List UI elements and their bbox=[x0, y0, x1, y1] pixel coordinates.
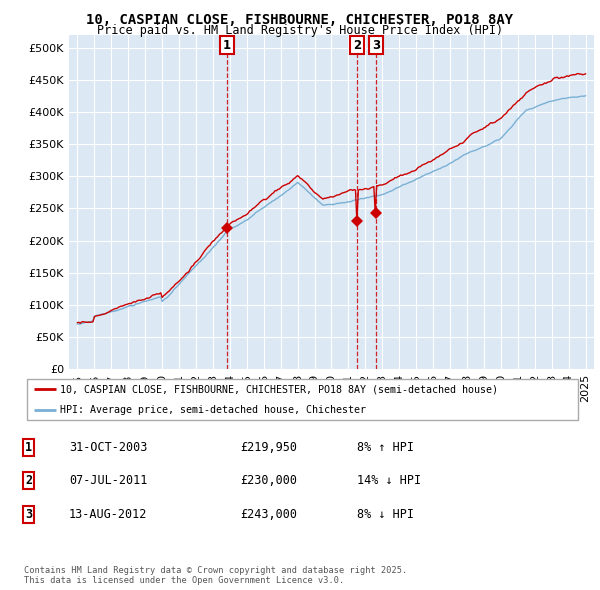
Text: 14% ↓ HPI: 14% ↓ HPI bbox=[357, 474, 421, 487]
Text: 13-AUG-2012: 13-AUG-2012 bbox=[69, 508, 148, 521]
Text: 1: 1 bbox=[25, 441, 32, 454]
Text: £219,950: £219,950 bbox=[240, 441, 297, 454]
Text: 3: 3 bbox=[372, 38, 380, 51]
Text: 3: 3 bbox=[25, 508, 32, 521]
Text: £243,000: £243,000 bbox=[240, 508, 297, 521]
FancyBboxPatch shape bbox=[27, 379, 578, 420]
Text: 2: 2 bbox=[25, 474, 32, 487]
Text: Price paid vs. HM Land Registry's House Price Index (HPI): Price paid vs. HM Land Registry's House … bbox=[97, 24, 503, 37]
Text: 8% ↓ HPI: 8% ↓ HPI bbox=[357, 508, 414, 521]
Text: 10, CASPIAN CLOSE, FISHBOURNE, CHICHESTER, PO18 8AY: 10, CASPIAN CLOSE, FISHBOURNE, CHICHESTE… bbox=[86, 13, 514, 27]
Text: HPI: Average price, semi-detached house, Chichester: HPI: Average price, semi-detached house,… bbox=[60, 405, 366, 415]
Text: £230,000: £230,000 bbox=[240, 474, 297, 487]
Text: Contains HM Land Registry data © Crown copyright and database right 2025.
This d: Contains HM Land Registry data © Crown c… bbox=[24, 566, 407, 585]
Text: 31-OCT-2003: 31-OCT-2003 bbox=[69, 441, 148, 454]
Text: 2: 2 bbox=[353, 38, 361, 51]
Text: 07-JUL-2011: 07-JUL-2011 bbox=[69, 474, 148, 487]
Text: 10, CASPIAN CLOSE, FISHBOURNE, CHICHESTER, PO18 8AY (semi-detached house): 10, CASPIAN CLOSE, FISHBOURNE, CHICHESTE… bbox=[60, 384, 498, 394]
Text: 8% ↑ HPI: 8% ↑ HPI bbox=[357, 441, 414, 454]
Text: 1: 1 bbox=[223, 38, 231, 51]
